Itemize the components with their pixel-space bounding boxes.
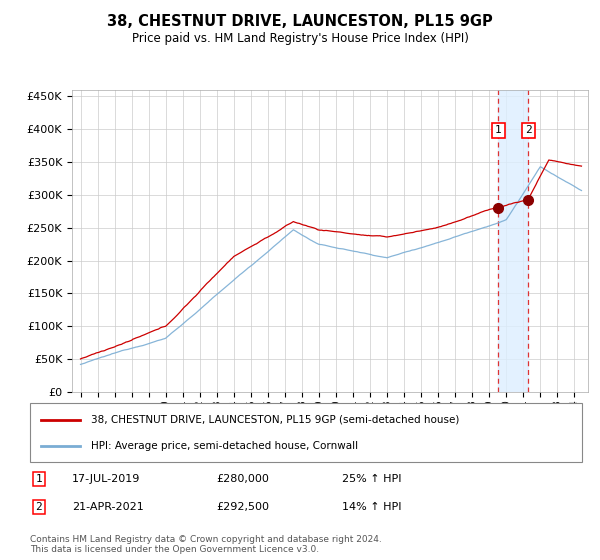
Text: £280,000: £280,000 xyxy=(216,474,269,484)
Text: 14% ↑ HPI: 14% ↑ HPI xyxy=(342,502,401,512)
Text: 38, CHESTNUT DRIVE, LAUNCESTON, PL15 9GP: 38, CHESTNUT DRIVE, LAUNCESTON, PL15 9GP xyxy=(107,14,493,29)
Text: 21-APR-2021: 21-APR-2021 xyxy=(72,502,144,512)
Text: Contains HM Land Registry data © Crown copyright and database right 2024.
This d: Contains HM Land Registry data © Crown c… xyxy=(30,535,382,554)
Text: 1: 1 xyxy=(35,474,43,484)
Text: 17-JUL-2019: 17-JUL-2019 xyxy=(72,474,140,484)
Text: 25% ↑ HPI: 25% ↑ HPI xyxy=(342,474,401,484)
Text: HPI: Average price, semi-detached house, Cornwall: HPI: Average price, semi-detached house,… xyxy=(91,441,358,451)
Text: Price paid vs. HM Land Registry's House Price Index (HPI): Price paid vs. HM Land Registry's House … xyxy=(131,32,469,45)
Text: 2: 2 xyxy=(35,502,43,512)
FancyBboxPatch shape xyxy=(30,403,582,462)
Text: 38, CHESTNUT DRIVE, LAUNCESTON, PL15 9GP (semi-detached house): 38, CHESTNUT DRIVE, LAUNCESTON, PL15 9GP… xyxy=(91,414,459,424)
Text: 1: 1 xyxy=(495,125,502,136)
Text: £292,500: £292,500 xyxy=(216,502,269,512)
Bar xyxy=(499,90,529,392)
Text: 2: 2 xyxy=(525,125,532,136)
